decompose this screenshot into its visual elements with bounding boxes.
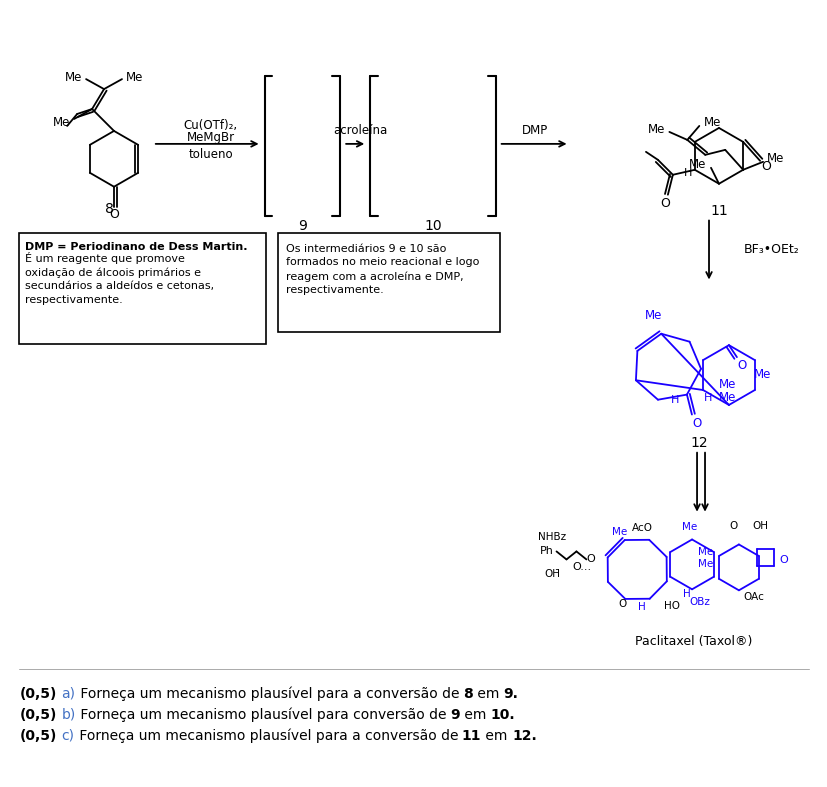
Text: DMP: DMP xyxy=(521,124,547,138)
Text: Me: Me xyxy=(767,153,784,165)
Text: OAc: OAc xyxy=(743,593,763,602)
Text: Me: Me xyxy=(611,527,626,537)
Text: O...: O... xyxy=(572,563,591,572)
Text: Me: Me xyxy=(753,368,771,381)
Text: Me: Me xyxy=(703,116,720,129)
Text: H: H xyxy=(683,168,691,178)
Text: DMP = Periodinano de Dess Martin.: DMP = Periodinano de Dess Martin. xyxy=(26,242,247,252)
Text: Me: Me xyxy=(126,71,143,83)
Bar xyxy=(19,233,266,344)
Text: a): a) xyxy=(61,687,75,701)
Text: Me: Me xyxy=(647,124,664,136)
Text: Me: Me xyxy=(719,391,736,404)
Text: AcO: AcO xyxy=(631,523,652,533)
Text: O: O xyxy=(736,359,746,371)
Text: Me: Me xyxy=(719,378,736,391)
Text: OBz: OBz xyxy=(689,597,710,608)
Text: O: O xyxy=(109,208,119,221)
Text: O: O xyxy=(586,554,594,564)
Text: H: H xyxy=(670,394,678,405)
Text: 12.: 12. xyxy=(512,729,537,743)
Text: 11: 11 xyxy=(710,204,727,218)
Text: O: O xyxy=(729,520,737,530)
Text: 8: 8 xyxy=(462,687,472,701)
Text: Ph: Ph xyxy=(539,546,552,556)
Text: (0,5): (0,5) xyxy=(19,708,56,722)
Text: em: em xyxy=(472,687,503,701)
Text: (0,5): (0,5) xyxy=(19,687,56,701)
Text: Forneça um mecanismo plausível para conversão de: Forneça um mecanismo plausível para conv… xyxy=(76,708,451,722)
Text: 10.: 10. xyxy=(490,708,514,722)
Text: Forneça um mecanismo plausível para a conversão de: Forneça um mecanismo plausível para a co… xyxy=(74,729,462,743)
Bar xyxy=(278,233,500,332)
Text: OH: OH xyxy=(752,520,768,530)
Text: oxidação de álcoois primários e: oxidação de álcoois primários e xyxy=(26,267,201,278)
Text: b): b) xyxy=(61,708,76,722)
Text: BF₃•OEt₂: BF₃•OEt₂ xyxy=(743,243,799,256)
Text: Cu(OTf)₂,: Cu(OTf)₂, xyxy=(184,120,237,132)
Text: MeMgBr: MeMgBr xyxy=(186,131,235,144)
Text: Me: Me xyxy=(689,158,706,172)
Text: H: H xyxy=(682,589,690,599)
Text: (0,5): (0,5) xyxy=(19,729,56,743)
Text: NHBz: NHBz xyxy=(538,533,566,542)
Text: 9: 9 xyxy=(298,219,307,233)
Text: O: O xyxy=(659,198,669,210)
Text: 8: 8 xyxy=(104,201,113,216)
Text: Os intermediários 9 e 10 são: Os intermediários 9 e 10 são xyxy=(286,243,447,253)
Text: 11: 11 xyxy=(461,729,480,743)
Text: H: H xyxy=(638,602,645,612)
Text: c): c) xyxy=(61,729,74,743)
Text: Me: Me xyxy=(697,548,713,557)
Text: Me: Me xyxy=(65,71,82,83)
Text: reagem com a acroleína e DMP,: reagem com a acroleína e DMP, xyxy=(286,272,463,282)
Text: em: em xyxy=(480,729,512,743)
Text: H: H xyxy=(703,393,711,403)
Text: formados no meio reacional e logo: formados no meio reacional e logo xyxy=(286,257,479,268)
Text: O: O xyxy=(760,161,770,173)
Text: secundários a aldeídos e cetonas,: secundários a aldeídos e cetonas, xyxy=(26,282,214,291)
Text: respectivamente.: respectivamente. xyxy=(286,286,384,295)
Text: O: O xyxy=(618,599,626,609)
Text: OH̄: OH̄ xyxy=(544,569,560,579)
Text: Me: Me xyxy=(52,116,69,129)
Text: tolueno: tolueno xyxy=(189,148,232,161)
Text: Me: Me xyxy=(681,522,697,531)
Text: 9: 9 xyxy=(449,708,459,722)
Text: HO: HO xyxy=(663,601,679,611)
Text: O: O xyxy=(691,417,700,430)
Text: acroleína: acroleína xyxy=(332,124,387,138)
Text: Me: Me xyxy=(644,309,661,323)
Text: respectivamente.: respectivamente. xyxy=(26,295,123,305)
Text: 10: 10 xyxy=(423,219,442,233)
Text: em: em xyxy=(459,708,490,722)
Text: É um reagente que promove: É um reagente que promove xyxy=(26,253,185,264)
Text: 12: 12 xyxy=(690,436,707,450)
Text: Me: Me xyxy=(697,560,713,570)
Text: Paclitaxel (Taxol®): Paclitaxel (Taxol®) xyxy=(634,634,752,648)
Text: 9.: 9. xyxy=(503,687,518,701)
Text: Forneça um mecanismo plausível para a conversão de: Forneça um mecanismo plausível para a co… xyxy=(76,687,463,701)
Text: O: O xyxy=(778,556,787,565)
